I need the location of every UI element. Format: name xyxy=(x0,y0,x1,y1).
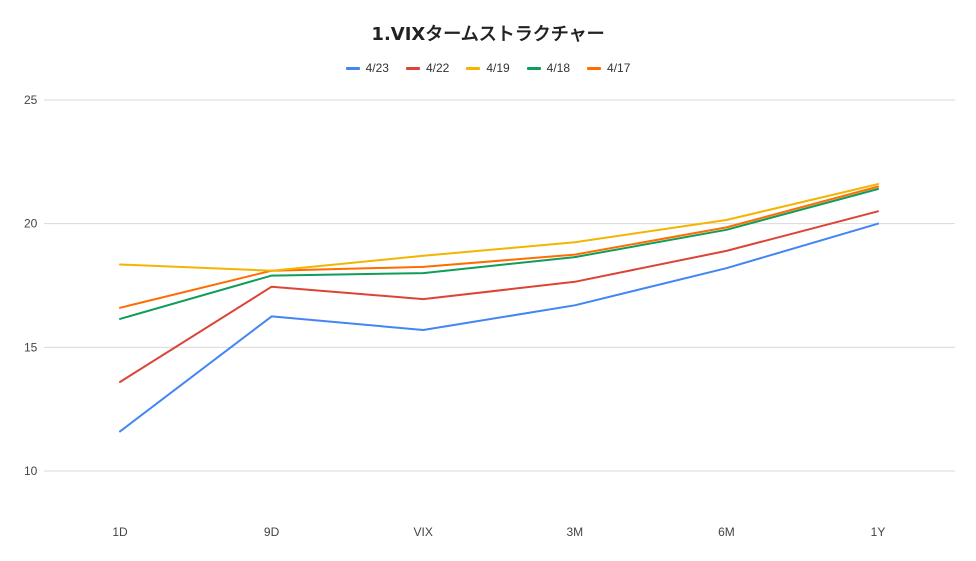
legend-swatch xyxy=(587,66,602,70)
legend-swatch xyxy=(405,66,420,70)
data-point xyxy=(877,188,879,190)
x-tick-label: 1Y xyxy=(871,525,886,539)
data-point xyxy=(119,306,121,309)
legend-label: 4/22 xyxy=(425,61,450,75)
data-point xyxy=(422,329,425,331)
data-point xyxy=(877,185,879,188)
series-line-4-18 xyxy=(119,188,879,320)
data-point xyxy=(725,250,728,252)
chart-title: 1.VIXタームストラクチャー xyxy=(371,24,605,45)
legend-item: 4/23 xyxy=(345,61,389,75)
legend-label: 4/23 xyxy=(365,61,389,75)
x-tick-label: 6M xyxy=(718,525,735,539)
legend-item: 4/22 xyxy=(405,61,450,75)
legend-item: 4/18 xyxy=(526,61,571,75)
series-line-4-22 xyxy=(119,210,879,383)
data-point xyxy=(574,241,576,244)
y-tick-label: 25 xyxy=(24,93,38,107)
data-point xyxy=(422,272,425,274)
data-point xyxy=(270,274,273,277)
legend-swatch xyxy=(345,66,360,70)
data-point xyxy=(725,267,728,269)
data-point xyxy=(574,253,576,256)
data-point xyxy=(422,298,425,300)
data-point xyxy=(422,255,425,257)
y-tick-label: 15 xyxy=(24,340,38,354)
series-line-4-23 xyxy=(119,222,879,433)
x-tick-label: 1D xyxy=(112,525,128,539)
x-tick-label: 3M xyxy=(566,525,583,539)
legend-label: 4/17 xyxy=(607,61,631,75)
data-point xyxy=(270,269,273,272)
y-tick-label: 20 xyxy=(24,217,38,231)
data-point xyxy=(877,210,879,213)
series-line-4-17 xyxy=(119,185,879,309)
legend-swatch xyxy=(466,66,481,70)
data-point xyxy=(877,222,879,225)
data-point xyxy=(574,280,576,283)
data-point xyxy=(119,263,121,266)
legend-item: 4/19 xyxy=(466,61,510,75)
data-point xyxy=(725,229,728,231)
data-point xyxy=(574,304,576,307)
legend: 4/23 4/22 4/19 4/18 4/17 xyxy=(0,61,976,75)
series-line-4-19 xyxy=(119,183,879,272)
y-tick-label: 10 xyxy=(24,464,38,478)
legend-label: 4/19 xyxy=(486,61,510,75)
data-point xyxy=(422,266,425,268)
data-point xyxy=(725,226,728,229)
data-point xyxy=(270,315,273,318)
legend-item: 4/17 xyxy=(587,61,630,75)
x-tick-label: VIX xyxy=(414,525,433,539)
data-point xyxy=(725,219,728,221)
legend-label: 4/18 xyxy=(546,61,571,75)
data-point xyxy=(119,430,121,433)
data-point xyxy=(119,318,121,320)
legend-swatch xyxy=(526,66,541,70)
data-point xyxy=(119,381,121,383)
data-point xyxy=(574,256,576,258)
data-point xyxy=(877,183,879,185)
x-tick-label: 9D xyxy=(264,525,280,539)
data-point xyxy=(270,285,273,288)
